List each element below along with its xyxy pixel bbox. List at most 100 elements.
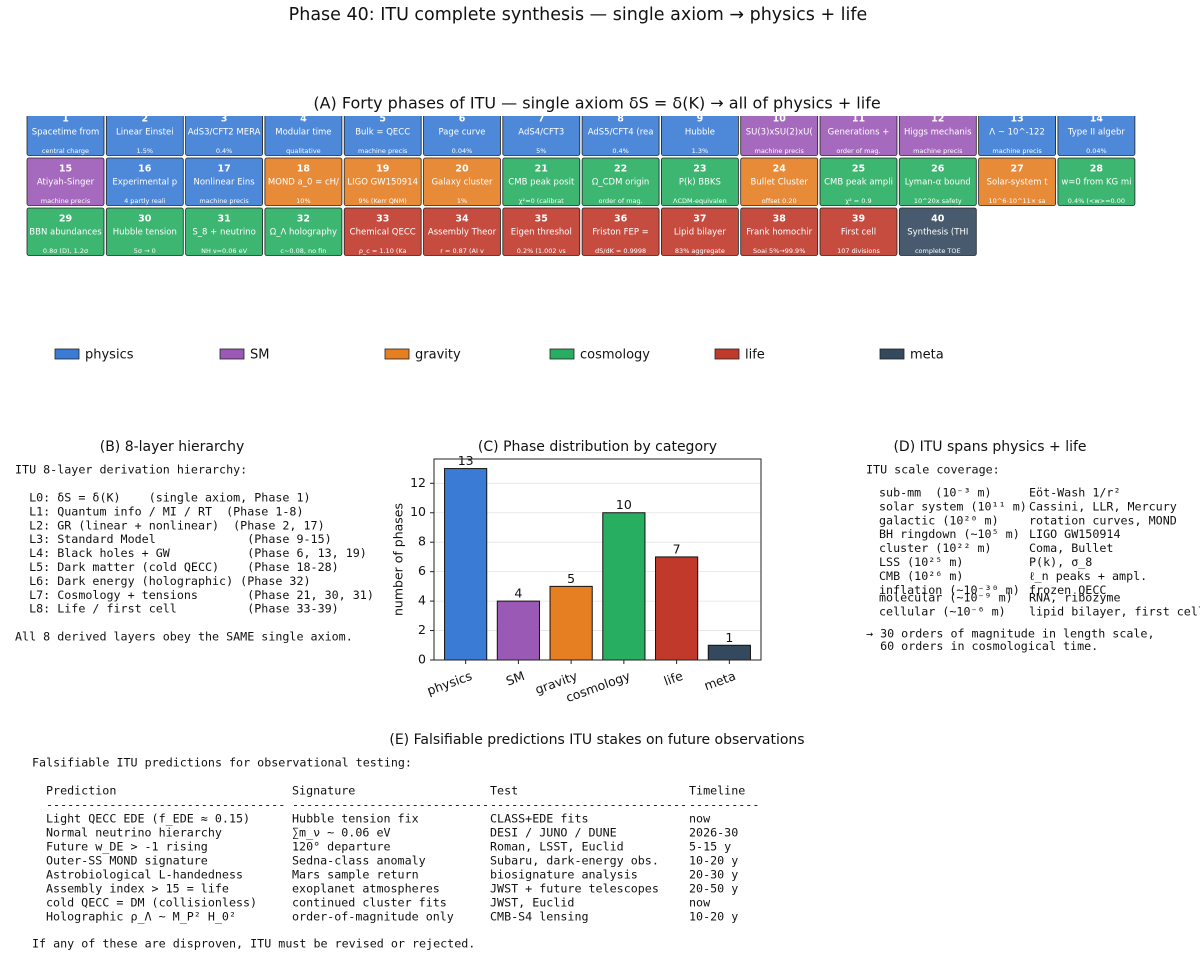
value-label: 13	[458, 453, 474, 468]
tile-label: Modular time	[275, 128, 331, 138]
tile-number: 21	[535, 164, 548, 175]
tile-note: 9% (Kerr QNM)	[359, 197, 407, 205]
scale-evidence: ℓ_n peaks + ampl.	[1029, 569, 1147, 583]
tile-label: Assembly Theor	[428, 228, 497, 238]
tile-label: Lyman-α bound	[905, 178, 971, 188]
tile-label: LIGO GW150914	[347, 178, 418, 188]
tile-number: 40	[931, 214, 945, 225]
value-label: 7	[673, 541, 681, 556]
y-tick-label: 0	[418, 652, 426, 667]
legend-label: physics	[85, 348, 134, 363]
phase-tile	[1057, 157, 1136, 206]
phase-tile	[26, 157, 105, 206]
table-rule: ----------------------------	[292, 798, 489, 812]
tile-number: 3	[221, 114, 228, 125]
tile-label: Ω_Λ holography	[270, 228, 337, 238]
tile-label: CMB peak ampli	[824, 178, 893, 188]
table-cell: now	[689, 896, 711, 910]
tile-note: 0.04%	[1086, 147, 1107, 155]
scale-evidence: LIGO GW150914	[1029, 527, 1120, 541]
tile-label: Atiyah-Singer	[37, 178, 95, 188]
table-header: Signature	[292, 784, 355, 798]
phase-tile	[502, 207, 581, 256]
phase-tile	[661, 157, 739, 206]
tile-number: 5	[379, 114, 386, 125]
tile-note: machine precis	[913, 147, 963, 155]
tile-label: Λ ~ 10^-122	[989, 128, 1045, 138]
tile-note: 83% aggregate	[675, 247, 725, 255]
table-cell: Sedna-class anomaly	[292, 854, 426, 868]
scale-evidence: frozen QECC	[1029, 583, 1106, 597]
tile-number: 27	[1010, 164, 1023, 175]
table-cell: 20-30 y	[689, 868, 738, 882]
tile-number: 7	[538, 114, 545, 125]
value-label: 4	[514, 586, 522, 601]
legend-swatch	[219, 348, 245, 360]
tile-note: 1.3%	[692, 147, 709, 155]
tile-number: 29	[59, 214, 72, 225]
tile-number: 20	[455, 164, 469, 175]
tile-number: 16	[138, 164, 152, 175]
tile-note: order of mag.	[598, 197, 642, 205]
tile-note: 1%	[457, 197, 467, 205]
x-tick-label: life	[662, 668, 685, 689]
figure-title: Phase 40: ITU complete synthesis — singl…	[289, 5, 868, 25]
tile-note: 0.4% (<w>=0.00	[1068, 197, 1125, 205]
y-tick-label: 12	[410, 475, 426, 490]
tile-number: 6	[459, 114, 466, 125]
tile-number: 25	[852, 164, 865, 175]
tile-number: 14	[1090, 114, 1104, 125]
tile-label: Hubble	[685, 128, 715, 138]
tile-note: machine precis	[358, 147, 408, 155]
table-cell: CMB-S4 lensing	[490, 910, 589, 924]
legend-label: gravity	[415, 348, 461, 363]
phase-tile	[423, 207, 501, 256]
tile-label: Synthesis (THI	[907, 228, 968, 238]
tile-label: Eigen threshol	[511, 228, 572, 238]
legend-swatch	[879, 348, 905, 360]
phase-tile	[819, 157, 898, 206]
phase-tile	[423, 116, 501, 156]
phase-tile	[26, 207, 105, 256]
tile-note: χ² = 0.9	[845, 197, 871, 205]
phase-tile	[343, 207, 422, 256]
tile-note: ΛCDM-equivalen	[673, 197, 727, 205]
scale-label: cellular (~10⁻⁶ m)	[879, 604, 1006, 618]
phase-tile	[343, 116, 422, 156]
hierarchy-line: L2: GR (linear + nonlinear) (Phase 2, 17…	[15, 518, 325, 532]
tile-note: 10^6-10^11× sa	[989, 197, 1046, 205]
table-cell: Future w_DE > -1 rising	[46, 840, 208, 854]
legend-swatch	[549, 348, 575, 360]
phase-tile	[978, 116, 1056, 156]
table-header: Test	[490, 784, 518, 798]
table-cell: Outer-SS MOND signature	[46, 854, 208, 868]
tile-label: Hubble tension	[113, 228, 177, 238]
tile-label: AdS3/CFT2 MERA	[188, 128, 261, 138]
tile-number: 36	[614, 214, 628, 225]
tile-label: Chemical QECC	[350, 228, 416, 238]
tile-label: Linear Einstei	[116, 128, 174, 138]
tile-number: 24	[773, 164, 787, 175]
panel-title: (B) 8-layer hierarchy	[100, 439, 245, 455]
tile-label: Frank homochir	[746, 228, 812, 238]
value-label: 1	[725, 630, 733, 645]
tile-note: central charge	[42, 147, 89, 155]
table-cell: Light QECC EDE (f_EDE ≈ 0.15)	[46, 812, 250, 826]
tile-note: ρ_c = 1.10 (Ka	[359, 247, 407, 255]
hierarchy-line: L7: Cosmology + tensions (Phase 21, 30, …	[15, 588, 374, 602]
hierarchy-line: L3: Standard Model (Phase 9-15)	[15, 532, 332, 546]
tile-label: AdS5/CFT4 (rea	[588, 128, 654, 138]
phase-tile	[343, 157, 422, 206]
table-cell: 10-20 y	[689, 854, 738, 868]
tile-note: c~0.08, no fin	[280, 247, 326, 255]
legend-swatch	[54, 348, 80, 360]
tile-note: machine precis	[754, 147, 804, 155]
phase-tile	[819, 207, 898, 256]
value-label: 10	[616, 497, 632, 512]
tile-note: 0.4%	[216, 147, 233, 155]
tile-number: 33	[376, 214, 389, 225]
phase-tile	[661, 207, 739, 256]
tile-label: CMB peak posit	[508, 178, 575, 188]
table-cell: continued cluster fits	[292, 896, 447, 910]
